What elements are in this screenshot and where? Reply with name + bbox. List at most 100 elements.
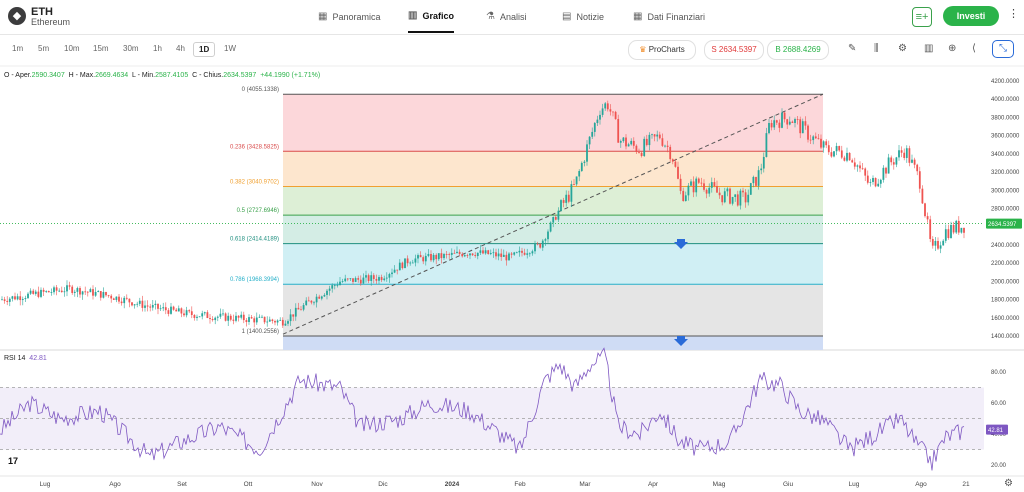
chart-settings-icon[interactable]: ⚙ [1004, 478, 1013, 489]
candle-body [214, 317, 217, 321]
candle-body [552, 217, 555, 223]
candle-body [131, 302, 133, 306]
tab-panoramica[interactable]: ▦ Panoramica [318, 0, 380, 33]
current-price-label: 2634.5397 [988, 222, 1017, 228]
pencil-icon[interactable]: ✎ [848, 43, 857, 54]
sell-price-button[interactable]: S 2634.5397 [704, 40, 764, 60]
collapse-icon[interactable]: ⤡ [992, 40, 1014, 58]
candle-body [378, 277, 380, 281]
candle-body [697, 178, 700, 183]
candle-body [869, 181, 872, 183]
candle-body [315, 296, 318, 303]
candle-body [950, 224, 952, 239]
timeframe-30m[interactable]: 30m [123, 44, 139, 53]
candle-body [185, 310, 188, 316]
timeframe-15m[interactable]: 15m [93, 44, 109, 53]
timeframe-1D[interactable]: 1D [193, 42, 216, 57]
candle-body [536, 243, 539, 245]
low-label: L - Min. [132, 72, 156, 79]
candle-body [310, 300, 313, 303]
candle-body [284, 323, 287, 326]
candle-body [183, 313, 185, 316]
candle-body [380, 277, 383, 281]
candle-body [635, 145, 638, 153]
settings-icon[interactable]: ⚙ [898, 43, 907, 54]
candle-body [154, 303, 157, 306]
candle-icon: ▥ [408, 10, 418, 21]
rsi-value-badge [986, 424, 1008, 435]
ohlc-legend: O - Aper.2590.3407 H - Max.2669.4634 L -… [4, 72, 320, 79]
candle-body [352, 278, 354, 282]
timeframe-5m[interactable]: 5m [38, 44, 50, 53]
timeframe-1h[interactable]: 1h [153, 44, 162, 53]
candle-body [349, 278, 352, 280]
candle-body [437, 253, 440, 260]
candle-body [235, 315, 237, 321]
buy-price-button[interactable]: B 2688.4269 [767, 40, 829, 60]
candle-body [882, 167, 885, 180]
candle-body [937, 240, 939, 249]
candle-body [651, 134, 653, 136]
tab-analisi[interactable]: ⚗ Analisi [486, 0, 526, 33]
candle-body [827, 145, 830, 153]
rsi-line [0, 347, 965, 471]
candle-body [263, 316, 266, 323]
tab-dati-finanziari[interactable]: ▦ Dati Finanziari [633, 0, 705, 33]
candle-body [232, 319, 235, 321]
timeframe-4h[interactable]: 4h [176, 44, 185, 53]
candle-body [718, 192, 721, 196]
candle-body [125, 297, 128, 299]
candle-body [8, 298, 11, 302]
candle-body [331, 285, 334, 289]
tab-grafico[interactable]: ▥ Grafico [408, 0, 454, 33]
candle-body [859, 165, 861, 169]
candle-body [523, 252, 526, 255]
time-tick-label: Lug [849, 481, 860, 488]
candle-body [255, 317, 258, 323]
candle-body [326, 290, 328, 295]
time-tick-label: Nov [311, 481, 323, 488]
fib-level-label: 0.382 (3040.9702) [230, 180, 279, 186]
add-icon[interactable]: ⊕ [948, 43, 957, 54]
close-label: C - Chius. [192, 72, 224, 79]
candle-body [786, 119, 789, 125]
tab-label: Notizie [576, 11, 604, 22]
candle-body [227, 315, 230, 321]
candle-body [505, 254, 508, 261]
candle-body [482, 250, 484, 254]
invest-button[interactable]: Investi [943, 6, 999, 26]
candle-body [617, 119, 620, 143]
candle-body [73, 291, 76, 293]
timeframe-10m[interactable]: 10m [64, 44, 80, 53]
candle-body [851, 160, 854, 163]
indicator-icon[interactable]: ⫼ [874, 43, 879, 54]
tab-notizie[interactable]: ▤ Notizie [562, 0, 604, 33]
candle-body [365, 275, 367, 278]
procharts-button[interactable]: ♛ ProCharts [628, 40, 696, 60]
candle-body [68, 285, 71, 287]
candle-body [271, 319, 274, 322]
price-tick-label: 2400.0000 [991, 243, 1020, 249]
candle-body [458, 251, 461, 255]
candle-body [16, 296, 19, 300]
add-to-watchlist-button[interactable]: ≡+ [912, 7, 932, 27]
bar-chart-icon[interactable]: ▥ [924, 43, 934, 54]
procharts-label: ProCharts [648, 45, 685, 54]
timeframe-1W[interactable]: 1W [224, 44, 236, 53]
candle-body [783, 112, 786, 120]
candle-body [84, 291, 87, 293]
fib-band [283, 186, 823, 216]
candle-body [281, 319, 284, 326]
share-icon[interactable]: ⟨ [972, 43, 976, 54]
news-icon: ▤ [562, 11, 572, 22]
candle-body [198, 316, 201, 318]
timeframe-1m[interactable]: 1m [12, 44, 24, 53]
candle-body [162, 307, 165, 309]
candle-body [601, 108, 604, 115]
candle-body [302, 305, 305, 310]
candle-body [554, 217, 557, 220]
candle-body [79, 288, 81, 295]
more-options-icon[interactable]: ⋮ [1008, 8, 1019, 20]
candle-body [279, 319, 282, 321]
